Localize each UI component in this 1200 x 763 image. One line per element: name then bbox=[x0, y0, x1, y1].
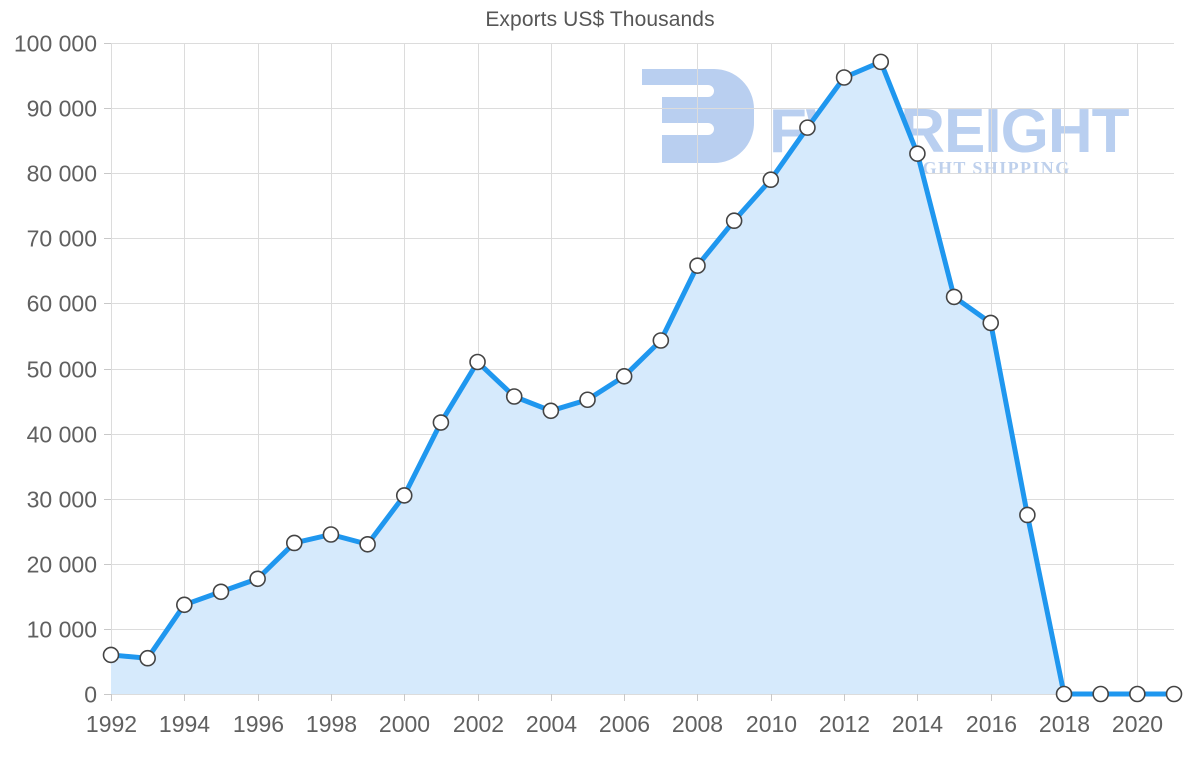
data-point-marker[interactable] bbox=[982, 314, 1000, 332]
data-line bbox=[108, 59, 1177, 697]
data-point-marker[interactable] bbox=[542, 402, 560, 420]
data-point-marker[interactable] bbox=[579, 391, 596, 409]
data-point-marker[interactable] bbox=[872, 53, 890, 71]
y-tick-label: 60 000 bbox=[27, 291, 97, 317]
x-tick-label: 2008 bbox=[672, 711, 723, 737]
data-point-marker[interactable] bbox=[1165, 685, 1183, 703]
y-axis-tick-labels: 0 10 000 20 000 30 000 40 000 50 000 60 000 70 … bbox=[14, 31, 97, 708]
x-tick-label: 1998 bbox=[306, 711, 357, 737]
y-tick-label: 10 000 bbox=[27, 617, 97, 643]
y-tick-label: 20 000 bbox=[27, 552, 97, 578]
x-tick-label: 1996 bbox=[233, 711, 284, 737]
data-point-marker[interactable] bbox=[212, 583, 230, 601]
data-point-marker[interactable] bbox=[1019, 506, 1036, 524]
data-point-marker[interactable] bbox=[1092, 685, 1109, 703]
x-tick-label: 2014 bbox=[892, 711, 943, 737]
data-point-marker[interactable] bbox=[1129, 685, 1146, 703]
data-point-marker[interactable] bbox=[176, 596, 193, 614]
data-point-marker[interactable] bbox=[725, 212, 743, 230]
data-point-marker[interactable] bbox=[652, 332, 670, 349]
data-point-marker[interactable] bbox=[395, 487, 413, 504]
x-tick-label: 1994 bbox=[159, 711, 210, 737]
y-tick-label: 80 000 bbox=[27, 161, 97, 187]
data-point-marker[interactable] bbox=[432, 414, 450, 431]
data-point-marker[interactable] bbox=[505, 388, 523, 405]
data-point-marker[interactable] bbox=[835, 69, 853, 86]
data-point-marker[interactable] bbox=[1055, 685, 1073, 703]
x-tick-label: 1992 bbox=[86, 711, 137, 737]
area-fill-path bbox=[111, 61, 1174, 694]
y-tick-label: 50 000 bbox=[27, 357, 97, 383]
y-tick-label: 70 000 bbox=[27, 226, 97, 252]
y-tick-label: 30 000 bbox=[27, 487, 97, 513]
x-tick-label: 2002 bbox=[453, 711, 504, 737]
data-point-marker[interactable] bbox=[469, 353, 486, 371]
x-tick-label: 2010 bbox=[746, 711, 797, 737]
data-point-marker[interactable] bbox=[249, 570, 266, 588]
data-point-marker[interactable] bbox=[359, 535, 376, 553]
data-point-marker[interactable] bbox=[615, 368, 633, 385]
x-tick-label: 2018 bbox=[1039, 711, 1090, 737]
area-fill bbox=[111, 61, 1174, 694]
x-tick-label: 2000 bbox=[379, 711, 430, 737]
y-tick-label: 0 bbox=[84, 682, 97, 708]
data-markers bbox=[102, 53, 1183, 703]
data-point-marker[interactable] bbox=[322, 526, 340, 543]
x-axis-tick-labels: 1992 1994 1996 1998 2000 2002 2004 2006 2008 2010… bbox=[86, 711, 1163, 737]
y-tick-label: 100 000 bbox=[14, 31, 97, 57]
data-point-marker[interactable] bbox=[945, 288, 963, 306]
series-line bbox=[108, 59, 1177, 697]
x-tick-label: 2016 bbox=[966, 711, 1017, 737]
x-tick-label: 2020 bbox=[1112, 711, 1163, 737]
data-point-marker[interactable] bbox=[285, 534, 303, 552]
x-tick-label: 2004 bbox=[526, 711, 577, 737]
chart-title: Exports US$ Thousands bbox=[485, 8, 715, 31]
x-tick-label: 2006 bbox=[599, 711, 650, 737]
data-point-marker[interactable] bbox=[102, 646, 120, 664]
data-point-marker[interactable] bbox=[139, 649, 156, 667]
data-point-marker[interactable] bbox=[762, 171, 780, 189]
x-tick-label: 2012 bbox=[819, 711, 870, 737]
y-tick-label: 90 000 bbox=[27, 96, 97, 122]
data-point-marker[interactable] bbox=[689, 257, 706, 274]
data-point-marker[interactable] bbox=[799, 119, 816, 136]
y-tick-label: 40 000 bbox=[27, 422, 97, 448]
data-point-marker[interactable] bbox=[909, 145, 926, 162]
